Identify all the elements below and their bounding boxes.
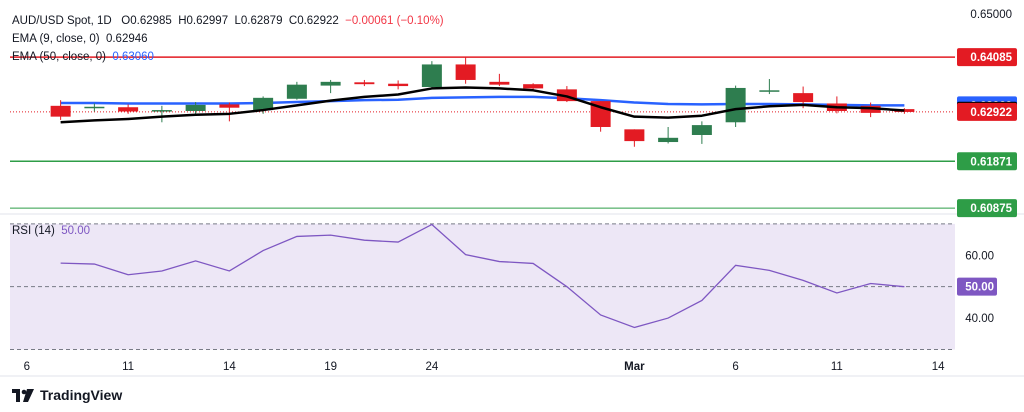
time-axis[interactable]: 6 11 14 19 24 Mar 6 11 14 [0, 361, 1024, 377]
time-tick-label: 6 [24, 361, 30, 373]
close-value: 0.62922 [297, 15, 339, 27]
ema9-label: EMA (9, close, 0) [12, 33, 100, 45]
low-label: L [234, 15, 241, 27]
ema50-label: EMA (50, close, 0) [12, 51, 106, 63]
time-tick-label: 14 [932, 361, 945, 373]
rsi-tick-label: 60.00 [965, 250, 994, 262]
candle[interactable] [826, 96, 847, 114]
candle[interactable] [759, 79, 780, 95]
candle-body [354, 82, 375, 85]
ema9-legend[interactable]: EMA (9, close, 0) 0.62946 [12, 33, 148, 45]
candle-body [725, 87, 746, 123]
price-pane[interactable] [0, 56, 1024, 215]
candle[interactable] [84, 103, 105, 112]
time-tick-label: Mar [624, 361, 645, 373]
candle-body [489, 81, 510, 85]
time-tick-label: 11 [831, 361, 843, 373]
symbol-title: AUD/USD Spot, 1D [12, 15, 112, 27]
candle-body [658, 137, 679, 143]
candle[interactable] [691, 121, 712, 144]
candle-body [253, 97, 274, 111]
candle-body [421, 64, 442, 88]
last-close-price-label[interactable]: 0.62922 [957, 102, 1017, 121]
last-close-label-text: 0.62922 [970, 107, 1012, 119]
resistance-price-label[interactable]: 0.64085 [957, 48, 1017, 67]
ema9-line[interactable] [60, 86, 905, 124]
rsi-legend[interactable]: RSI (14) 50.00 [12, 225, 90, 237]
time-tick-label: 14 [223, 361, 236, 373]
candle-body [691, 125, 712, 135]
time-tick-label: 19 [324, 361, 337, 373]
tradingview-logo[interactable]: TradingView [12, 387, 122, 403]
rsi-line[interactable] [60, 223, 905, 329]
support-2-label-text: 0.60875 [970, 203, 1012, 215]
open-label: O [121, 15, 131, 27]
ema50-line[interactable] [60, 95, 905, 107]
rsi-value-label[interactable]: 50.00 [957, 277, 997, 296]
high-label: H [178, 15, 187, 27]
tradingview-name: TradingView [40, 387, 123, 403]
rsi-value-text: 50.00 [965, 282, 994, 294]
ohlc-legend: AUD/USD Spot, 1D O0.62985 H0.62997 L0.62… [12, 15, 444, 27]
candle-body [185, 104, 206, 111]
last-close-label-box [957, 102, 1017, 121]
ema9-value: 0.62946 [105, 33, 148, 45]
candle-body [759, 90, 780, 92]
candle[interactable] [118, 104, 139, 114]
candle[interactable] [489, 73, 510, 87]
candle-body [219, 104, 240, 108]
candle[interactable] [455, 57, 476, 84]
support-1-label-box [957, 152, 1017, 171]
candle[interactable] [658, 126, 679, 144]
high-value: 0.62997 [186, 15, 229, 27]
candle-body [523, 84, 544, 89]
rsi-pane[interactable]: 60.00 40.00 50.00 [10, 223, 997, 350]
change-value: −0.00061 (−0.10%) [345, 15, 444, 27]
support-2-label-box [957, 199, 1017, 218]
rsi-label-text: RSI (14) [12, 225, 55, 237]
candle-body [624, 129, 645, 142]
rsi-value-box [957, 277, 997, 296]
candle-body [118, 107, 139, 112]
resistance-label-box [957, 48, 1017, 67]
candle[interactable] [421, 61, 442, 90]
rsi-value: 50.00 [61, 225, 90, 237]
ema50-legend[interactable]: EMA (50, close, 0) 0.63060 [12, 51, 154, 63]
candle-body [388, 83, 409, 87]
price-axis[interactable]: 0.650000.640850.630600.629460.629220.618… [957, 9, 1017, 218]
candle[interactable] [388, 80, 409, 90]
time-tick-label: 24 [425, 361, 438, 373]
candle[interactable] [185, 102, 206, 116]
support-2-price-label[interactable]: 0.60875 [957, 199, 1017, 218]
candle-body [455, 64, 476, 80]
close-label: C [288, 15, 298, 27]
open-value: 0.62985 [130, 15, 172, 27]
candle[interactable] [50, 100, 71, 120]
price-tick-label: 0.65000 [970, 9, 1012, 21]
candle-body [320, 81, 341, 86]
candle[interactable] [286, 81, 307, 100]
candle-body [84, 106, 105, 109]
candle[interactable] [219, 102, 240, 122]
resistance-label-text: 0.64085 [970, 52, 1012, 64]
support-1-price-label[interactable]: 0.61871 [957, 152, 1017, 171]
tradingview-icon [12, 388, 34, 402]
rsi-tick-label: 40.00 [965, 313, 994, 325]
candle-body [151, 110, 172, 112]
candle[interactable] [151, 105, 172, 123]
candle[interactable] [354, 79, 375, 87]
candle[interactable] [725, 85, 746, 127]
candle[interactable] [320, 79, 341, 94]
time-tick-label: 11 [122, 361, 134, 373]
candle[interactable] [624, 129, 645, 147]
candle-body [50, 105, 71, 117]
time-tick-label: 6 [732, 361, 738, 373]
candle-body [793, 93, 814, 103]
low-value: 0.62879 [240, 15, 283, 27]
ema50-value: 0.63060 [112, 51, 154, 63]
support-1-label-text: 0.61871 [970, 156, 1012, 168]
candle-body [286, 84, 307, 99]
